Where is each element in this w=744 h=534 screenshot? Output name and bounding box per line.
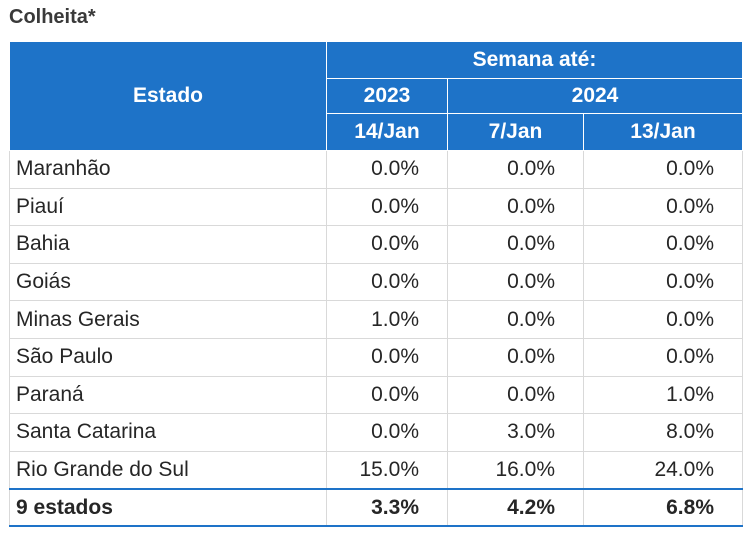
header-year-2023: 2023	[326, 78, 448, 114]
table-row: Bahia 0.0% 0.0% 0.0%	[9, 225, 743, 264]
state-cell: Maranhão	[9, 150, 327, 189]
value-cell: 1.0%	[583, 375, 743, 415]
harvest-table: Estado Semana até: 2023 2024 14/Jan 7/Ja…	[9, 41, 743, 528]
table-header: Estado Semana até: 2023 2024 14/Jan 7/Ja…	[9, 41, 743, 151]
total-row: 9 estados 3.3% 4.2% 6.8%	[9, 487, 743, 528]
table-body: Maranhão 0.0% 0.0% 0.0% Piauí 0.0% 0.0% 0.0% Bah…	[9, 150, 743, 528]
state-cell: 9 estados	[9, 487, 327, 528]
value-cell: 0.0%	[326, 225, 448, 264]
value-cell: 4.2%	[447, 487, 584, 528]
header-semana: Semana até:	[326, 41, 743, 79]
header-date: 13/Jan	[583, 113, 743, 151]
value-cell: 0.0%	[326, 413, 448, 452]
table-row: Maranhão 0.0% 0.0% 0.0%	[9, 150, 743, 189]
header-date: 7/Jan	[447, 113, 584, 151]
state-cell: Rio Grande do Sul	[9, 450, 327, 490]
value-cell: 0.0%	[326, 337, 448, 377]
state-cell: Santa Catarina	[9, 413, 327, 452]
page-title: Colheita*	[9, 6, 96, 28]
value-cell: 0.0%	[583, 187, 743, 227]
table-row: São Paulo 0.0% 0.0% 0.0%	[9, 337, 743, 377]
value-cell: 15.0%	[326, 450, 448, 490]
table-row: Piauí 0.0% 0.0% 0.0%	[9, 187, 743, 227]
value-cell: 0.0%	[447, 300, 584, 339]
state-cell: São Paulo	[9, 337, 327, 377]
value-cell: 24.0%	[583, 450, 743, 490]
value-cell: 0.0%	[326, 187, 448, 227]
value-cell: 0.0%	[447, 150, 584, 189]
table-row: Rio Grande do Sul 15.0% 16.0% 24.0%	[9, 450, 743, 490]
value-cell: 6.8%	[583, 487, 743, 528]
table-row: Goiás 0.0% 0.0% 0.0%	[9, 262, 743, 302]
value-cell: 0.0%	[583, 300, 743, 339]
header-date: 14/Jan	[326, 113, 448, 151]
state-cell: Goiás	[9, 262, 327, 302]
value-cell: 0.0%	[583, 337, 743, 377]
value-cell: 0.0%	[447, 375, 584, 415]
value-cell: 0.0%	[326, 262, 448, 302]
value-cell: 0.0%	[447, 337, 584, 377]
table-row: Paraná 0.0% 0.0% 1.0%	[9, 375, 743, 415]
header-estado: Estado	[9, 41, 327, 151]
table-row: Santa Catarina 0.0% 3.0% 8.0%	[9, 413, 743, 452]
value-cell: 16.0%	[447, 450, 584, 490]
value-cell: 0.0%	[326, 150, 448, 189]
value-cell: 0.0%	[583, 262, 743, 302]
value-cell: 8.0%	[583, 413, 743, 452]
value-cell: 3.0%	[447, 413, 584, 452]
value-cell: 0.0%	[447, 262, 584, 302]
header-year-2024: 2024	[447, 78, 743, 114]
state-cell: Bahia	[9, 225, 327, 264]
value-cell: 1.0%	[326, 300, 448, 339]
value-cell: 0.0%	[326, 375, 448, 415]
table-row: Minas Gerais 1.0% 0.0% 0.0%	[9, 300, 743, 339]
value-cell: 0.0%	[583, 225, 743, 264]
state-cell: Minas Gerais	[9, 300, 327, 339]
state-cell: Piauí	[9, 187, 327, 227]
value-cell: 0.0%	[583, 150, 743, 189]
value-cell: 0.0%	[447, 187, 584, 227]
value-cell: 3.3%	[326, 487, 448, 528]
state-cell: Paraná	[9, 375, 327, 415]
value-cell: 0.0%	[447, 225, 584, 264]
